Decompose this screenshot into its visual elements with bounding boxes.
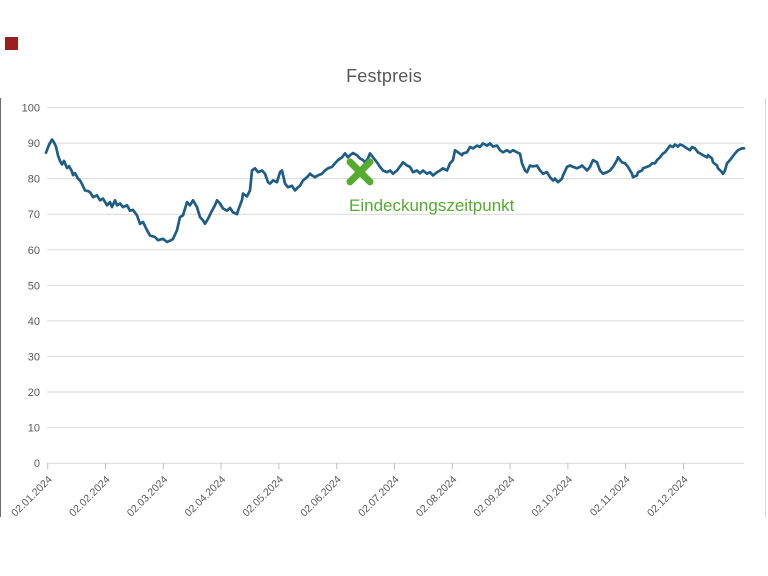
x-axis-tick-label: 02.02.2024 <box>67 474 113 520</box>
y-axis-tick-label: 70 <box>28 209 40 221</box>
x-axis-tick-label: 02.12.2024 <box>645 474 691 520</box>
y-axis-tick-label: 0 <box>34 458 40 470</box>
x-axis-tick-label: 02.07.2024 <box>356 474 402 520</box>
y-axis-tick-label: 80 <box>28 174 40 186</box>
x-axis-tick-label: 02.03.2024 <box>125 474 171 520</box>
y-axis-tick-label: 60 <box>28 245 40 257</box>
x-axis-tick-label: 02.06.2024 <box>298 474 344 520</box>
y-axis-tick-label: 20 <box>28 387 40 399</box>
purchase-marker-x-icon <box>346 158 374 186</box>
price-line <box>44 138 746 244</box>
x-axis-tick-label: 02.01.2024 <box>9 474 55 520</box>
y-axis-tick-label: 100 <box>22 103 40 115</box>
annotation-label: Eindeckungszeitpunkt <box>349 196 515 215</box>
y-axis-tick-label: 10 <box>28 423 40 435</box>
x-axis-tick-label: 02.04.2024 <box>183 474 229 520</box>
red-marker-square <box>5 37 18 50</box>
x-axis-tick-label: 02.09.2024 <box>472 474 518 520</box>
chart-title: Festpreis <box>346 66 422 86</box>
x-axis-tick-label: 02.11.2024 <box>588 474 633 519</box>
x-axis-tick-label: 02.10.2024 <box>529 474 575 520</box>
y-axis-tick-label: 30 <box>28 351 40 363</box>
y-axis-tick-label: 40 <box>28 316 40 328</box>
x-axis-tick-label: 02.08.2024 <box>414 474 460 520</box>
x-axis-tick-label: 02.05.2024 <box>240 474 286 520</box>
y-axis-tick-label: 50 <box>28 280 40 292</box>
y-axis-tick-label: 90 <box>28 138 40 150</box>
